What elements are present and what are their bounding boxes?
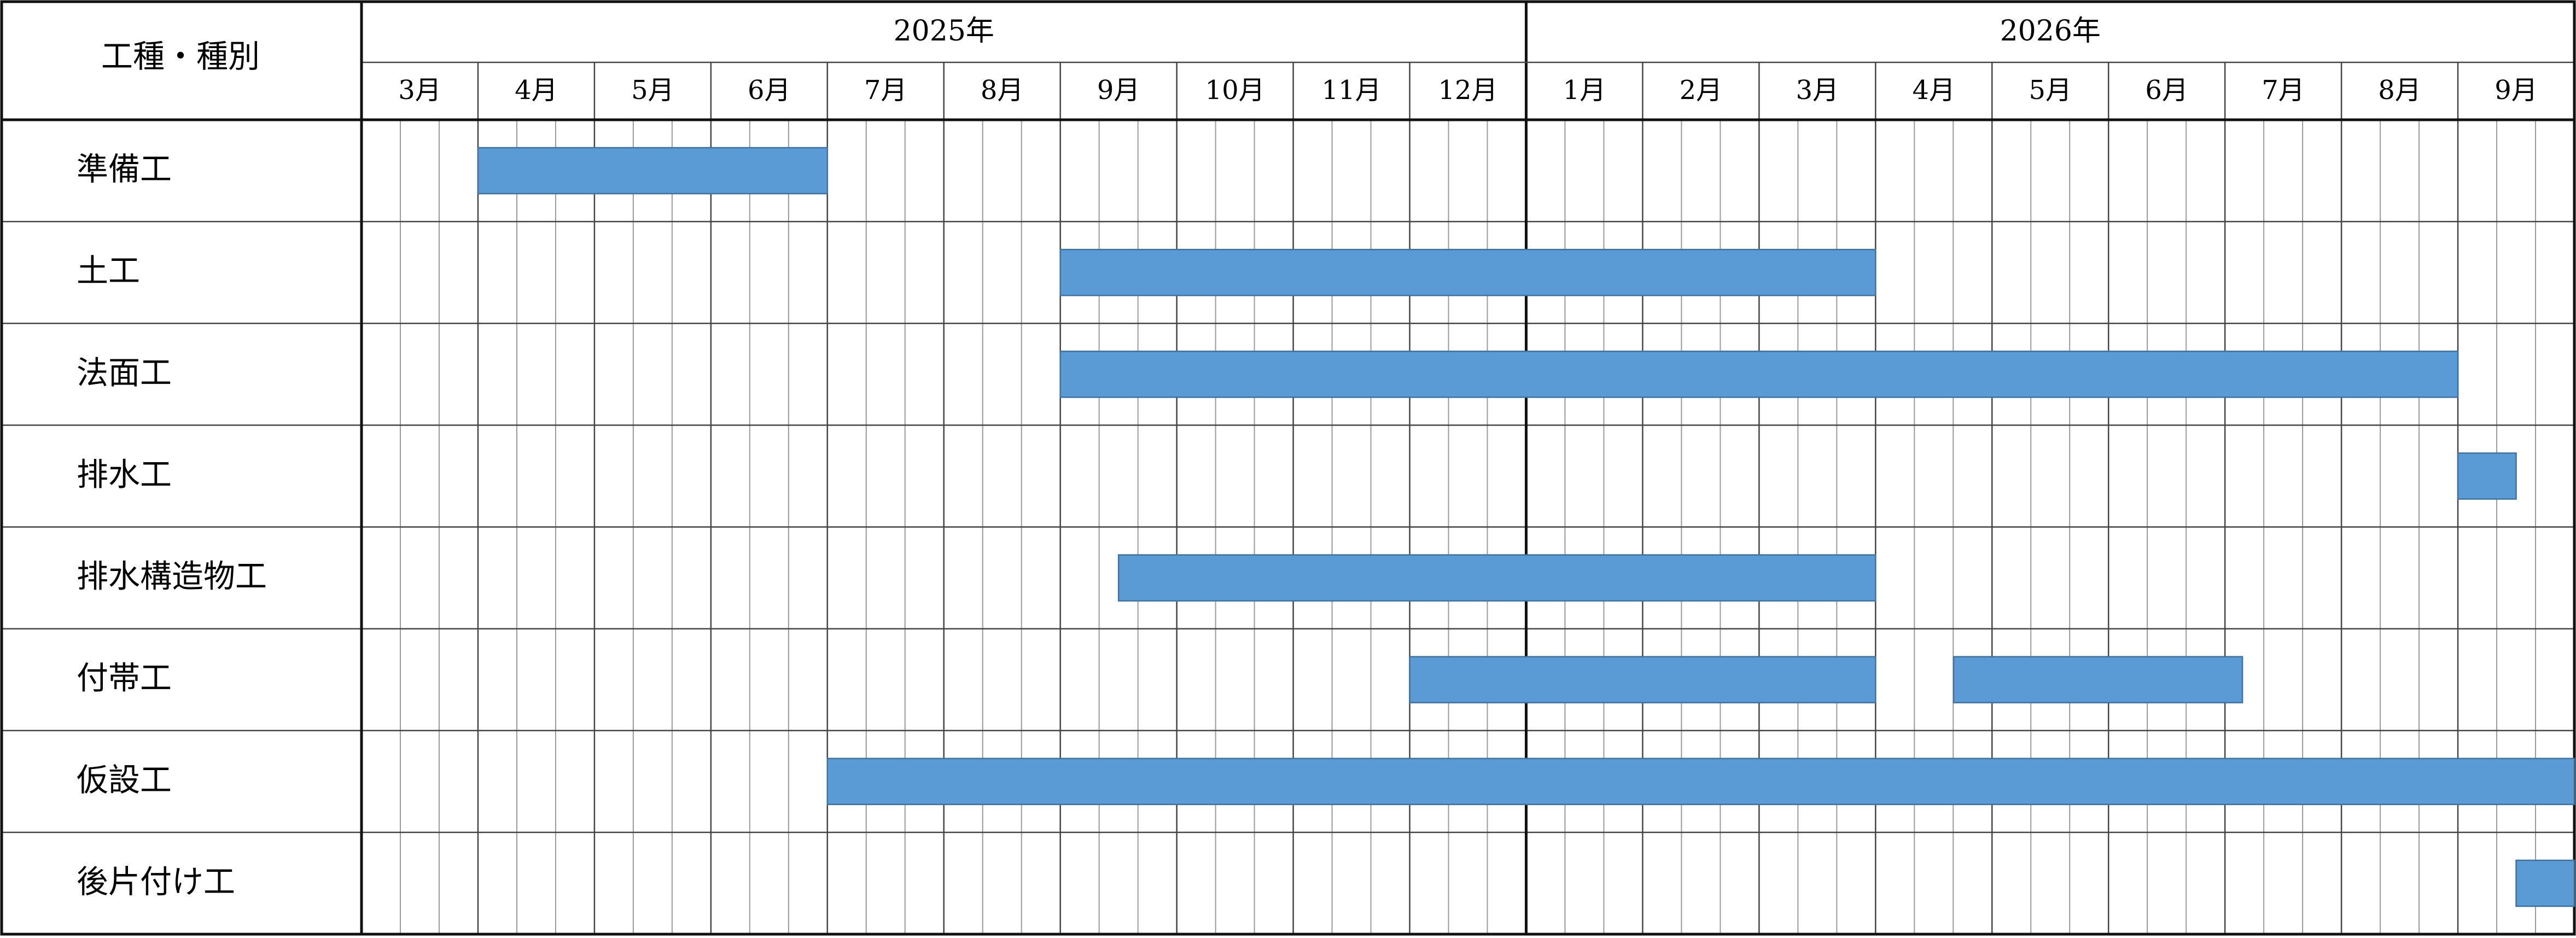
month-label: 3月 bbox=[1796, 75, 1839, 106]
month-label: 12月 bbox=[1438, 75, 1497, 106]
month-label: 3月 bbox=[398, 75, 441, 106]
year-label: 2026年 bbox=[2000, 15, 2101, 48]
month-label: 4月 bbox=[1913, 75, 1956, 106]
month-label: 8月 bbox=[2378, 75, 2421, 106]
task-bar bbox=[2457, 452, 2517, 500]
month-label: 8月 bbox=[981, 75, 1024, 106]
task-label: 法面工 bbox=[77, 354, 172, 391]
task-label: 排水構造物工 bbox=[77, 558, 267, 595]
header-label: 工種・種別 bbox=[101, 38, 260, 75]
task-label: 仮設工 bbox=[77, 761, 172, 799]
month-label: 11月 bbox=[1322, 75, 1382, 106]
month-label: 6月 bbox=[2145, 75, 2188, 106]
task-bar bbox=[826, 758, 2575, 806]
month-label: 5月 bbox=[2029, 75, 2072, 106]
task-bar bbox=[1059, 248, 1876, 296]
task-label: 土工 bbox=[77, 252, 140, 289]
task-bar bbox=[1953, 656, 2243, 703]
month-label: 7月 bbox=[2262, 75, 2305, 106]
task-bar bbox=[1059, 351, 2459, 398]
year-label: 2025年 bbox=[894, 15, 994, 48]
month-label: 6月 bbox=[748, 75, 791, 106]
month-label: 1月 bbox=[1563, 75, 1606, 106]
month-label: 9月 bbox=[2495, 75, 2538, 106]
month-label: 4月 bbox=[515, 75, 558, 106]
task-label: 排水工 bbox=[77, 456, 172, 493]
month-label: 7月 bbox=[864, 75, 907, 106]
task-label: 付帯工 bbox=[77, 660, 172, 697]
month-label: 5月 bbox=[631, 75, 674, 106]
task-label: 後片付け工 bbox=[77, 863, 235, 900]
month-label: 9月 bbox=[1097, 75, 1140, 106]
task-bar bbox=[477, 147, 829, 195]
task-label: 準備工 bbox=[77, 150, 172, 188]
month-label: 10月 bbox=[1205, 75, 1265, 106]
task-bar bbox=[1117, 554, 1876, 602]
task-bar bbox=[1409, 656, 1876, 703]
month-label: 2月 bbox=[1680, 75, 1723, 106]
task-bar bbox=[2515, 859, 2575, 907]
